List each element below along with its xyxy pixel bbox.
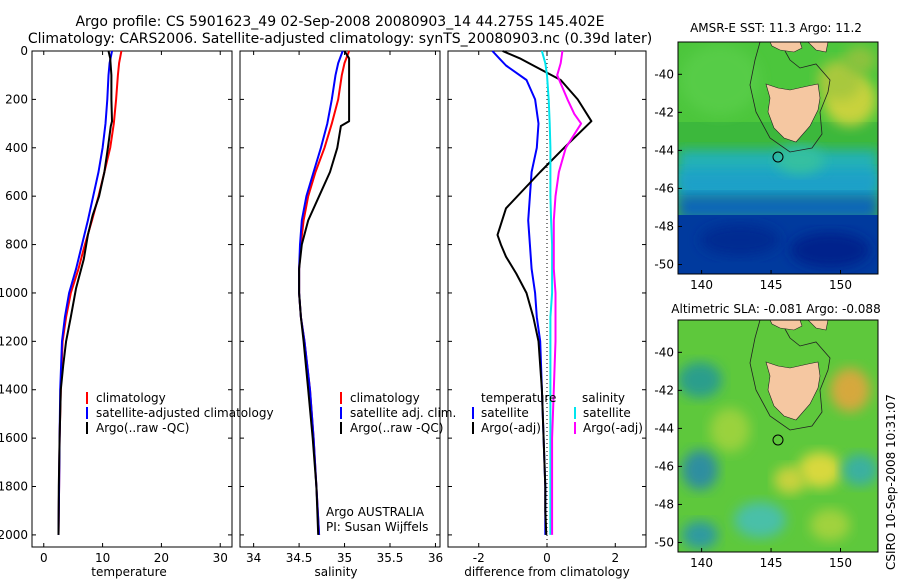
map-y-tick-label: -40 (654, 345, 674, 359)
legend-label: satellite adj. clim. (350, 406, 456, 420)
y-tick-label: 1400 (0, 383, 28, 397)
sst-map-ticks: 140 145 150 -40 -42 -44 -46 -48 -50 (654, 67, 852, 292)
map-x-tick-label: 145 (760, 556, 783, 570)
legend-label: satellite (583, 406, 631, 420)
x-tick-label: 20 (154, 551, 169, 565)
legend-label: satellite-adjusted climatology (96, 406, 274, 420)
series-line-2 (57, 50, 113, 535)
sst-map-image (678, 42, 878, 274)
sst-map-title: AMSR-E SST: 11.3 Argo: 11.2 (690, 21, 862, 35)
series-line-3 (551, 50, 583, 535)
series-line-0 (491, 50, 547, 535)
y-tick-label: 800 (5, 238, 28, 252)
map-y-tick-label: -50 (654, 535, 674, 549)
map-x-tick-label: 140 (690, 556, 713, 570)
y-tick-label: 400 (5, 141, 28, 155)
sla-map-ticks: 140 145 150 -40 -42 -44 -46 -48 -50 (654, 345, 852, 570)
institution-annotation: Argo AUSTRALIA (326, 505, 425, 519)
legend-label: climatology (350, 391, 420, 405)
x-tick-label: 0 (40, 551, 48, 565)
sst-argo-marker (772, 151, 784, 163)
y-tick-label: 600 (5, 189, 28, 203)
y-tick-label: 1000 (0, 286, 28, 300)
y-tick-label: 2000 (0, 528, 28, 542)
sla-map-panel: Altimetric SLA: -0.081 Argo: -0.088 140 1… (654, 302, 880, 570)
x-tick-label: 0 (543, 551, 551, 565)
map-x-tick-label: 145 (760, 278, 783, 292)
map-x-tick-label: 140 (690, 278, 713, 292)
map-y-tick-label: -46 (654, 459, 674, 473)
series-line-1 (496, 50, 593, 535)
series-line-2 (298, 50, 351, 535)
temperature-x-label: temperature (91, 565, 166, 579)
y-tick-label: 1600 (0, 431, 28, 445)
x-tick-label: 30 (213, 551, 228, 565)
series-line-1 (298, 50, 344, 535)
salinity-axes-frame (239, 50, 441, 548)
sst-map-panel: AMSR-E SST: 11.3 Argo: 11.2 140 145 150 -40… (654, 21, 879, 292)
figure-title-line1: Argo profile: CS 5901623_49 02-Sep-2008 … (75, 14, 604, 30)
map-y-tick-label: -46 (654, 181, 674, 195)
legend-label: Argo(-adj) (583, 421, 643, 435)
temperature-panel: 0 10 20 30 0 200 400 600 800 1000 1200 1400 1600 1800… (0, 44, 274, 579)
legend-label: Argo(-adj) (481, 421, 541, 435)
map-y-tick-label: -40 (654, 67, 674, 81)
y-tick-label: 1200 (0, 334, 28, 348)
sla-map-image (678, 320, 878, 552)
legend-label: climatology (96, 391, 166, 405)
x-tick-label: 36 (428, 551, 443, 565)
sla-map-title: Altimetric SLA: -0.081 Argo: -0.088 (671, 302, 880, 316)
legend-label: Argo(..raw -QC) (350, 421, 443, 435)
legend-header: temperature (481, 391, 556, 405)
map-x-tick-label: 150 (829, 556, 852, 570)
map-x-tick-label: 150 (829, 278, 852, 292)
timestamp-side-label: CSIRO 10-Sep-2008 10:31:07 (884, 394, 898, 570)
map-y-tick-label: -44 (654, 143, 674, 157)
y-tick-label: 0 (20, 44, 28, 58)
map-y-tick-label: -42 (654, 105, 674, 119)
temperature-axes-frame (31, 50, 233, 548)
y-tick-label: 1800 (0, 480, 28, 494)
sst-map-frame (677, 41, 879, 275)
legend-label: satellite (481, 406, 529, 420)
y-tick-label: 200 (5, 92, 28, 106)
x-tick-label: 2 (611, 551, 619, 565)
map-y-tick-label: -42 (654, 383, 674, 397)
map-y-tick-label: -48 (654, 497, 674, 511)
x-tick-label: 35.5 (377, 551, 404, 565)
figure-title-line2: Climatology: CARS2006. Satellite-adjuste… (28, 31, 652, 47)
sla-argo-marker (772, 434, 784, 446)
x-tick-label: 34.5 (286, 551, 313, 565)
x-tick-label: -2 (473, 551, 485, 565)
salinity-x-label: salinity (314, 565, 357, 579)
series-line-1 (57, 50, 113, 535)
pi-annotation: PI: Susan Wijffels (326, 520, 428, 534)
sla-map-frame (677, 319, 879, 553)
temperature-plot-area: 0 10 20 30 0 200 400 600 800 1000 1200 1400 1600 1800… (0, 44, 274, 565)
map-y-tick-label: -50 (654, 257, 674, 271)
series-line-2 (540, 50, 554, 535)
x-tick-label: 10 (95, 551, 110, 565)
x-tick-label: 34 (246, 551, 261, 565)
difference-x-label: difference from climatology (464, 565, 630, 579)
map-y-tick-label: -44 (654, 421, 674, 435)
series-line-0 (298, 50, 351, 535)
legend-header: salinity (582, 391, 625, 405)
legend-label: Argo(..raw -QC) (96, 421, 189, 435)
x-tick-label: 35 (337, 551, 352, 565)
map-y-tick-label: -48 (654, 219, 674, 233)
